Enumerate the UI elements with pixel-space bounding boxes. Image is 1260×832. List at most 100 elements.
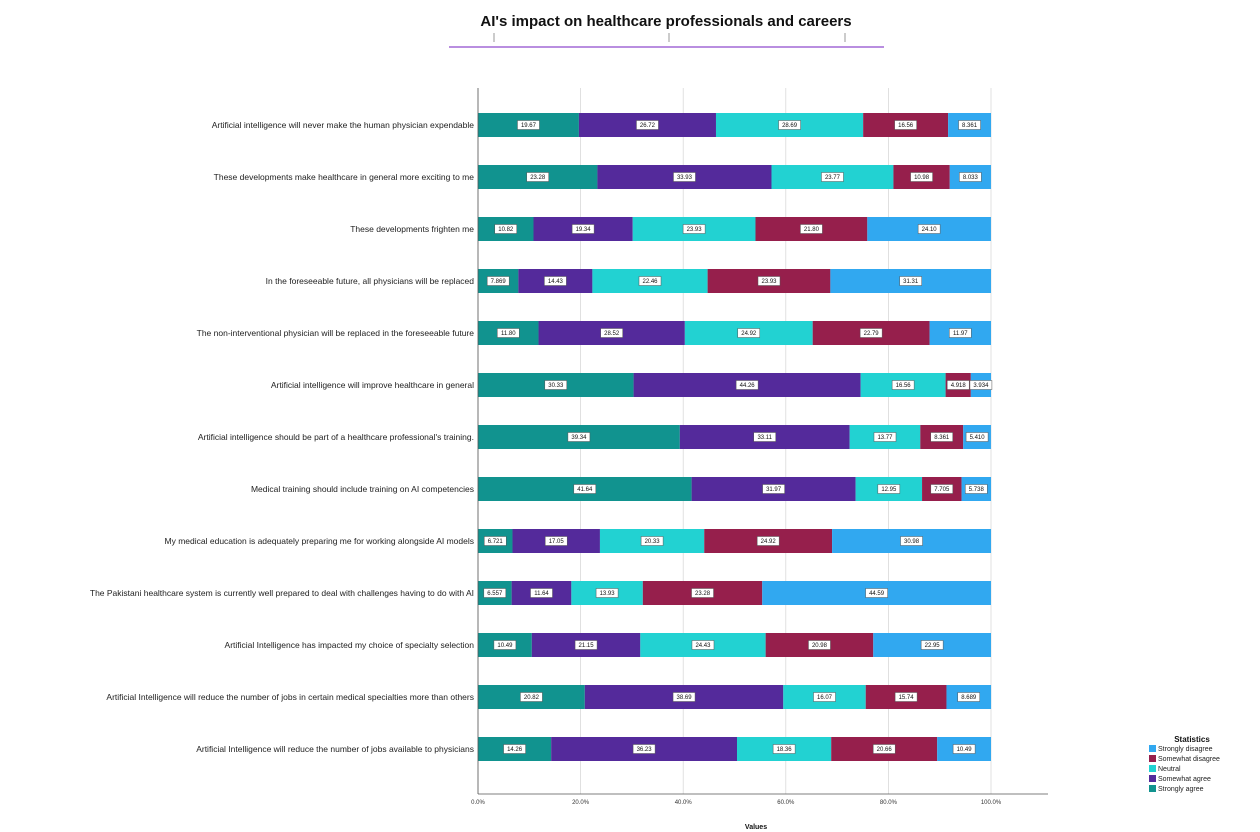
data-label-box — [778, 120, 801, 130]
data-label: 33.11 — [757, 435, 772, 441]
data-label: 12.95 — [881, 487, 897, 493]
category-label: Artificial Intelligence has impacted my … — [225, 640, 475, 650]
data-label: 30.33 — [548, 383, 564, 389]
data-label: 22.79 — [864, 331, 880, 337]
title-underline — [449, 33, 884, 48]
data-label: 38.69 — [677, 695, 693, 701]
data-label: 22.95 — [925, 643, 941, 649]
data-label-box — [691, 588, 714, 598]
data-label: 31.31 — [903, 279, 919, 285]
data-label: 17.05 — [549, 539, 565, 545]
data-label-box — [800, 224, 823, 234]
data-label-box — [544, 380, 568, 390]
data-label-box — [965, 432, 989, 442]
data-label: 20.66 — [877, 747, 893, 753]
data-label-box — [957, 692, 981, 702]
data-label: 11.64 — [534, 591, 549, 597]
data-label-box — [636, 120, 659, 130]
data-label: 44.59 — [869, 591, 885, 597]
category-label: The Pakistani healthcare system is curre… — [90, 588, 474, 598]
data-label: 16.56 — [898, 123, 914, 129]
category-label: My medical education is adequately prepa… — [165, 536, 474, 546]
category-label: The non-interventional physician will be… — [197, 328, 475, 338]
data-label: 6.557 — [487, 591, 503, 597]
data-label-box — [753, 432, 776, 442]
data-label: 11.80 — [501, 331, 516, 337]
data-label: 5.410 — [970, 435, 986, 441]
data-label-box — [808, 640, 831, 650]
data-label: 24.43 — [695, 643, 711, 649]
legend: Statistics Strongly disagree Somewhat dis… — [1149, 735, 1220, 793]
data-label: 23.93 — [687, 227, 703, 233]
data-label-box — [737, 328, 761, 338]
data-label-box — [573, 484, 597, 494]
category-label: Artificial Intelligence will reduce the … — [106, 692, 474, 702]
data-label: 5.738 — [969, 487, 985, 493]
data-label-box — [877, 484, 901, 494]
data-label-box — [493, 640, 517, 650]
data-label-box — [859, 328, 883, 338]
data-label: 39.34 — [571, 435, 587, 441]
data-label-box — [756, 536, 780, 546]
data-label-box — [544, 276, 567, 286]
data-label: 15.74 — [899, 695, 915, 701]
data-label: 33.93 — [677, 175, 693, 181]
legend-swatch — [1149, 775, 1156, 782]
category-label: Medical training should include training… — [251, 484, 474, 494]
category-label: In the foreseeable future, all physician… — [266, 276, 475, 286]
x-tick-label: 20.0% — [572, 800, 590, 806]
x-tick-label: 40.0% — [675, 800, 693, 806]
data-label-box — [821, 172, 844, 182]
data-label-box — [930, 432, 954, 442]
data-label: 23.77 — [825, 175, 841, 181]
legend-label: Neutral — [1158, 766, 1181, 773]
data-label: 20.82 — [524, 695, 540, 701]
data-label-box — [517, 120, 540, 130]
data-label-box — [595, 588, 619, 598]
legend-title: Statistics — [1174, 735, 1210, 744]
data-label-box — [952, 744, 976, 754]
data-label: 26.72 — [640, 123, 656, 129]
data-label: 44.26 — [740, 383, 756, 389]
data-label-box — [497, 328, 520, 338]
data-label-box — [600, 328, 623, 338]
data-label: 7.705 — [934, 487, 950, 493]
data-label: 8.361 — [934, 435, 950, 441]
data-label: 16.56 — [896, 383, 912, 389]
data-label: 30.98 — [904, 539, 920, 545]
data-label: 23.28 — [530, 175, 546, 181]
data-label: 10.98 — [914, 175, 930, 181]
data-label-box — [865, 588, 888, 598]
category-label: Artificial intelligence will never make … — [212, 120, 474, 130]
data-label: 4.918 — [951, 383, 967, 389]
data-label: 20.98 — [812, 643, 828, 649]
data-label: 41.64 — [577, 487, 593, 493]
legend-swatch — [1149, 755, 1156, 762]
data-label-box — [574, 640, 598, 650]
data-label-box — [571, 224, 595, 234]
category-label: Artificial Intelligence will reduce the … — [196, 744, 474, 754]
data-label: 14.43 — [548, 279, 564, 285]
data-label-box — [894, 692, 918, 702]
data-label: 24.10 — [922, 227, 938, 233]
data-label: 18.36 — [777, 747, 793, 753]
data-label-box — [899, 276, 922, 286]
data-label: 11.97 — [953, 331, 968, 337]
data-label-box — [946, 380, 970, 390]
data-label: 13.77 — [877, 435, 893, 441]
data-label: 16.07 — [817, 695, 833, 701]
data-label: 8.361 — [962, 123, 978, 129]
x-tick-labels: 0.0% 20.0% 40.0% 60.0% 80.0% 100.0% — [471, 800, 1002, 806]
data-label: 23.28 — [695, 591, 711, 597]
data-label-box — [969, 380, 993, 390]
data-label-box — [632, 744, 656, 754]
data-label: 10.49 — [957, 747, 973, 753]
data-label-box — [494, 224, 518, 234]
data-label: 10.82 — [498, 227, 514, 233]
data-label-box — [526, 172, 549, 182]
data-label-box — [682, 224, 706, 234]
data-label: 22.46 — [642, 279, 658, 285]
legend-items: Strongly disagree Somewhat disagree Neutra… — [1149, 745, 1220, 793]
data-label: 8.689 — [961, 695, 977, 701]
